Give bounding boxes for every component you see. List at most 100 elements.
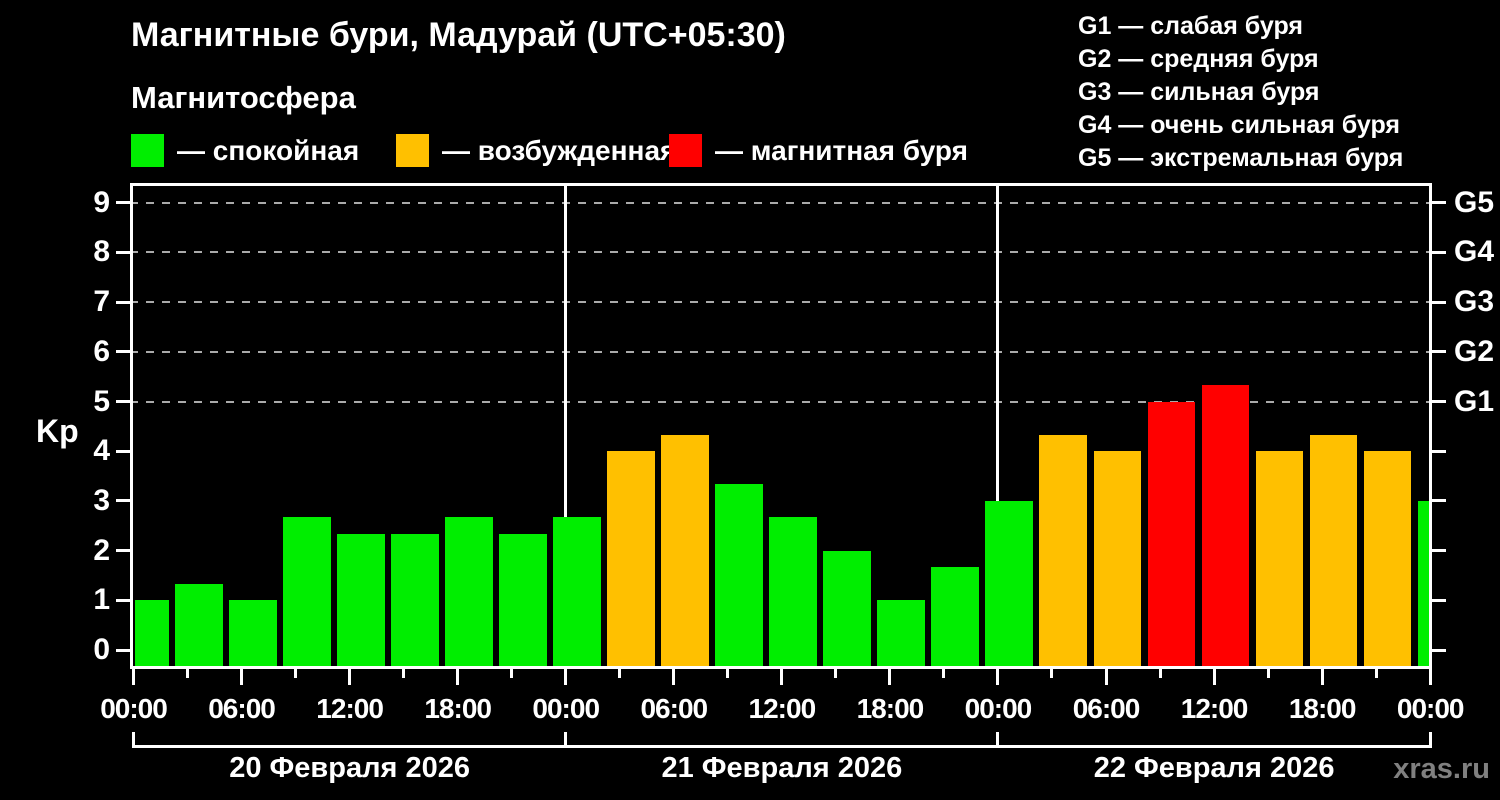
x-axis-label: 12:00 (748, 693, 817, 724)
y-axis-tick-right (1432, 201, 1446, 205)
x-axis-label: 18:00 (856, 693, 925, 724)
g-axis-label-G3: G3 (1454, 285, 1495, 319)
date-bracket-tick (132, 732, 135, 748)
kp-bar-hour-18 (445, 517, 493, 669)
kp-bar-hour-63 (1255, 451, 1304, 669)
x-axis-label: 00:00 (964, 693, 1033, 724)
date-bracket-tick (1428, 732, 1432, 748)
x-axis-tick (672, 669, 676, 685)
kp-bar-hour-60 (1201, 385, 1250, 669)
x-axis-tick (780, 669, 784, 685)
x-axis-tick (1212, 669, 1216, 685)
y-axis-label-7: 7 (93, 285, 110, 319)
g-axis-label-G2: G2 (1454, 334, 1495, 368)
x-axis-tick (294, 669, 298, 678)
g-scale-item: G4 — очень сильная буря (1078, 111, 1400, 139)
x-axis-tick (1050, 669, 1054, 678)
g-scale-item: G3 — сильная буря (1078, 78, 1320, 106)
gridline-kp7 (130, 301, 1432, 304)
x-axis-tick (618, 669, 622, 678)
g-scale-legend: G1 — слабая буря G2 — средняя буря G3 — си… (1078, 10, 1403, 175)
excited-color-swatch (396, 134, 429, 167)
plot-area (130, 183, 1432, 669)
y-axis-tick-right (1432, 499, 1446, 503)
y-axis-label-3: 3 (93, 483, 110, 517)
kp-bar-hour-12 (337, 534, 385, 669)
kp-bar-hour-0 (135, 600, 169, 669)
x-axis-label: 00:00 (100, 693, 168, 724)
y-axis-label-2: 2 (93, 533, 110, 567)
kp-bar-hour-39 (823, 550, 871, 669)
kp-bar-hour-45 (931, 567, 979, 669)
x-axis-tick (132, 669, 135, 685)
y-axis-tick-left (116, 350, 130, 354)
day-boundary-line (996, 183, 1000, 669)
y-axis-title: Kp (36, 413, 79, 449)
x-axis-tick (942, 669, 946, 678)
g-axis-label-G1: G1 (1454, 384, 1495, 418)
g-scale-item: G1 — слабая буря (1078, 12, 1304, 40)
page-subtitle: Магнитосфера (131, 80, 356, 115)
kp-bar-hour-48 (985, 500, 1033, 669)
y-axis-tick-right (1432, 648, 1446, 652)
gridline-kp5 (130, 400, 1432, 403)
y-axis-label-5: 5 (93, 384, 110, 418)
legend-item-label: — спокойная (177, 135, 360, 166)
kp-bar-hour-30 (661, 434, 709, 669)
watermark: xras.ru (1393, 753, 1490, 785)
y-axis-tick-left (116, 449, 130, 453)
y-axis-tick-left (116, 300, 130, 304)
x-axis-label: 12:00 (316, 693, 384, 724)
kp-bar-hour-6 (229, 600, 277, 669)
x-axis-tick (348, 669, 352, 685)
x-axis-tick (186, 669, 190, 678)
kp-bar-hour-51 (1039, 434, 1087, 669)
gridline-kp6 (130, 350, 1432, 353)
kp-bar-hour-27 (607, 451, 655, 669)
x-axis-tick (1158, 669, 1162, 678)
y-axis-tick-right (1432, 549, 1446, 553)
x-axis-label: 12:00 (1180, 693, 1249, 724)
x-axis-tick (1428, 669, 1432, 685)
x-axis-tick (240, 669, 244, 685)
date-label: 22 Февраля 2026 (1093, 752, 1335, 784)
date-bracket-tick (564, 732, 568, 748)
x-axis-tick (834, 669, 838, 678)
g-axis-label-G4: G4 (1454, 235, 1495, 269)
y-axis-label-0: 0 (93, 633, 110, 666)
y-axis-label-8: 8 (93, 235, 110, 269)
x-axis-tick (564, 669, 568, 685)
kp-bar-hour-72 (1417, 500, 1432, 669)
y-axis-tick-right (1432, 300, 1446, 304)
x-axis-tick (1374, 669, 1378, 678)
x-axis-tick (888, 669, 892, 685)
legend-item-label: — магнитная буря (715, 135, 968, 166)
g-scale-item: G2 — средняя буря (1078, 45, 1319, 73)
x-axis-tick (726, 669, 730, 678)
x-axis-tick (510, 669, 514, 678)
y-axis-label-6: 6 (93, 334, 110, 368)
kp-bar-hour-33 (715, 484, 763, 669)
x-axis-tick (1266, 669, 1270, 678)
x-axis-label: 00:00 (532, 693, 600, 724)
x-axis-tick (996, 669, 1000, 685)
y-axis-tick-left (116, 598, 130, 602)
x-axis-tick (456, 669, 460, 685)
y-axis-label-4: 4 (93, 434, 110, 468)
kp-bar-hour-3 (175, 583, 223, 669)
y-axis-tick-right (1432, 598, 1446, 602)
x-axis-label: 18:00 (424, 693, 492, 724)
gridline-kp8 (130, 251, 1432, 254)
legend-item-label: — возбужденная (442, 135, 677, 166)
y-axis-tick-left (116, 400, 130, 403)
kp-bar-hour-21 (499, 534, 547, 669)
date-bracket-tick (996, 732, 1000, 748)
kp-bar-hour-42 (877, 600, 925, 669)
y-axis-tick-left (116, 201, 130, 205)
date-label: 20 Февраля 2026 (229, 752, 470, 784)
x-axis-tick (1320, 669, 1324, 685)
kp-bar-hour-15 (391, 534, 439, 669)
